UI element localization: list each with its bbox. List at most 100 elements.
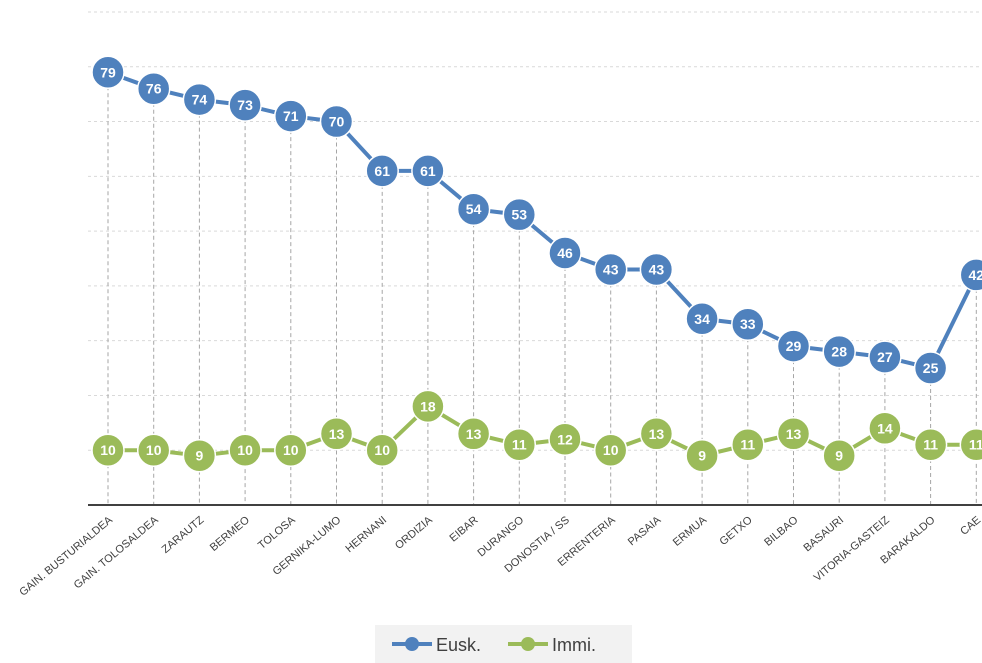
data-point: [274, 99, 308, 133]
data-point: [411, 389, 445, 424]
x-tick-label: ERMUA: [671, 514, 710, 549]
data-point: [365, 433, 399, 467]
data-label: 9: [698, 448, 706, 464]
data-point: [411, 154, 445, 188]
data-label: 33: [740, 316, 756, 332]
data-point: [913, 351, 948, 385]
data-label: 43: [603, 261, 619, 277]
legend-label: Eusk.: [436, 635, 481, 655]
data-point: [959, 258, 982, 292]
legend-marker: [521, 637, 535, 651]
data-point: [685, 438, 719, 473]
data-label: 10: [146, 442, 162, 458]
data-label: 29: [786, 338, 802, 354]
data-point: [548, 236, 582, 270]
data-label: 46: [557, 245, 573, 261]
legend-marker: [405, 637, 419, 651]
data-label: 10: [100, 442, 116, 458]
x-tick-label: PASAIA: [626, 514, 664, 549]
data-point: [593, 252, 628, 287]
data-point: [182, 438, 217, 473]
data-label: 11: [969, 437, 982, 453]
data-point: [913, 427, 948, 462]
data-point: [639, 252, 674, 287]
data-label: 10: [603, 442, 619, 458]
data-point: [136, 71, 171, 106]
data-label: 74: [192, 92, 208, 108]
data-label: 43: [649, 261, 665, 277]
data-point: [182, 82, 217, 117]
data-label: 54: [466, 201, 482, 217]
data-label: 27: [877, 349, 893, 365]
data-point: [639, 417, 674, 451]
data-point: [319, 104, 354, 139]
data-point: [868, 340, 902, 374]
data-label: 11: [512, 437, 527, 453]
x-tick-label: BILBAO: [762, 514, 800, 549]
data-label: 13: [786, 426, 802, 442]
data-point: [91, 433, 125, 467]
data-point: [822, 438, 856, 473]
data-point: [365, 154, 399, 188]
data-label: 13: [329, 426, 345, 442]
data-label: 73: [237, 97, 253, 113]
data-label: 79: [100, 64, 116, 80]
data-label: 13: [649, 426, 665, 442]
series: 79 76 74 73 71 70 61 61 54 53 46 43 43 34 33 29 28 27 25 42…: [91, 55, 982, 473]
legend: Eusk. Immi.: [375, 625, 632, 663]
data-label: 53: [512, 207, 528, 223]
data-label: 10: [237, 442, 253, 458]
data-point: [548, 422, 582, 457]
data-point: [822, 334, 856, 369]
data-point: [136, 433, 171, 467]
series-1: 79 76 74 73 71 70 61 61 54 53 46 43 43 34 33 29 28 27 25 42: [91, 55, 982, 385]
data-label: 11: [923, 437, 938, 453]
legend-label: Immi.: [552, 635, 596, 655]
data-point: [319, 417, 354, 451]
data-point: [456, 192, 491, 226]
data-point: [502, 197, 537, 232]
data-label: 12: [557, 431, 573, 447]
data-label: 18: [420, 398, 436, 414]
data-point: [731, 427, 765, 462]
x-tick-label: VITORIA-GASTEIZ: [812, 514, 892, 584]
data-label: 34: [694, 311, 710, 327]
x-tick-label: TOLOSA: [256, 514, 298, 552]
x-tick-label: BASAURI: [801, 514, 846, 554]
data-point: [502, 427, 537, 462]
legend-item: Eusk.: [392, 635, 481, 655]
data-label: 71: [283, 108, 299, 124]
data-point: [776, 417, 811, 451]
data-label: 13: [466, 426, 482, 442]
data-label: 28: [831, 344, 847, 360]
data-point: [959, 427, 982, 462]
x-tick-label: BERMEO: [208, 514, 253, 554]
data-point: [868, 411, 902, 446]
x-tick-label: ORDIZIA: [393, 514, 435, 552]
data-point: [593, 433, 628, 467]
x-tick-label: GETXO: [718, 514, 756, 548]
x-tick-label: ZARAUTZ: [160, 514, 207, 556]
data-point: [731, 307, 765, 341]
data-point: [685, 302, 719, 336]
grid-lines: [88, 11, 982, 451]
x-tick-label: HERNANI: [343, 514, 389, 555]
x-tick-label: EIBAR: [448, 514, 481, 544]
data-label: 42: [969, 267, 982, 283]
data-label: 10: [374, 442, 390, 458]
x-tick-label: GAIN. TOLOSALDEA: [72, 514, 161, 592]
data-point: [228, 88, 262, 122]
data-label: 14: [877, 420, 893, 436]
data-point: [274, 433, 308, 467]
data-label: 25: [923, 360, 939, 376]
x-tick-label: GAIN. BUSTURIALDEA: [17, 514, 115, 599]
data-point: [456, 417, 491, 451]
data-label: 11: [740, 437, 755, 453]
legend-item: Immi.: [508, 635, 596, 655]
data-point: [776, 329, 811, 363]
x-tick-label: CAE: [958, 514, 982, 538]
data-point: [228, 433, 262, 467]
data-label: 10: [283, 442, 299, 458]
